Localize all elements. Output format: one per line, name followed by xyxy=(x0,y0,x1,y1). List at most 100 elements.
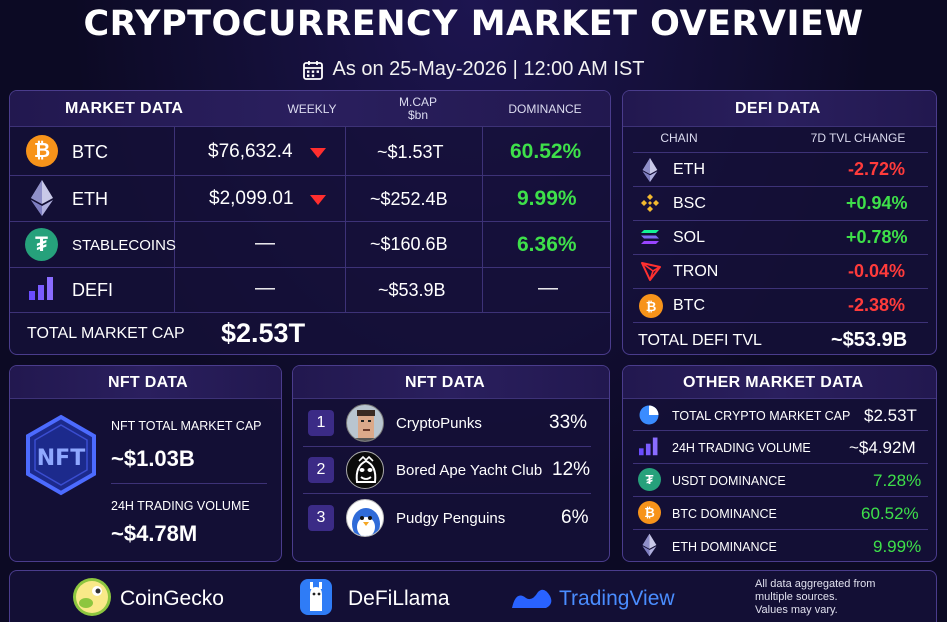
col-divider xyxy=(482,127,483,312)
rank-badge: 3 xyxy=(308,505,334,531)
down-arrow-icon xyxy=(310,148,326,158)
col-dominance: DOMINANCE xyxy=(508,102,582,116)
solana-icon xyxy=(641,230,659,244)
col-weekly: WEEKLY xyxy=(287,102,337,116)
other-market-data-panel: OTHER MARKET DATA TOTAL CRYPTO MARKET CA… xyxy=(622,365,937,562)
defi-chain-name: TRON xyxy=(673,263,719,280)
defi-tvl-change: +0.78% xyxy=(846,227,908,247)
nft-volume-value: ~$4.78M xyxy=(111,521,198,546)
cryptopunk-avatar-icon xyxy=(346,404,384,442)
tether-icon: ₮ xyxy=(638,468,661,491)
other-market-data-header xyxy=(623,366,936,399)
market-data-header xyxy=(10,91,610,127)
ethereum-icon xyxy=(642,158,658,182)
market-row-dominance: 60.52% xyxy=(510,140,582,163)
market-row-mcap: ~$252.4B xyxy=(370,189,448,209)
market-row-name: DEFI xyxy=(72,280,114,300)
nft-collections-panel: NFT DATA 1 CryptoPunks 33% 2 Bored Ape Y… xyxy=(292,365,610,562)
row-divider xyxy=(633,463,928,464)
bored-ape-avatar-icon xyxy=(346,451,384,489)
market-row-price: — xyxy=(255,232,275,254)
bitcoin-icon: ₿ xyxy=(26,135,58,167)
market-row-mcap: ~$1.53T xyxy=(377,142,444,162)
calendar-icon xyxy=(303,60,324,80)
bar-chart-icon xyxy=(639,437,658,456)
page-title: CRYPTOCURRENCY MARKET OVERVIEW xyxy=(83,4,864,44)
other-data-label: USDT DOMINANCE xyxy=(672,474,786,488)
source-name: TradingView xyxy=(559,587,675,610)
nft-collection-share: 6% xyxy=(561,507,589,528)
row-divider xyxy=(111,483,267,484)
tradingview-logo-icon xyxy=(512,589,552,608)
date-line: As on 25-May-2026 | 12:00 AM IST xyxy=(0,58,947,81)
nft-collection-share: 12% xyxy=(552,459,591,480)
total-defi-tvl-value: ~$53.9B xyxy=(831,329,908,351)
nft-logo-icon: NFT xyxy=(26,414,96,496)
ethereum-icon xyxy=(642,533,657,557)
rank-badge: 1 xyxy=(308,410,334,436)
market-data-title: MARKET DATA xyxy=(65,100,184,117)
coingecko-logo-icon xyxy=(73,578,111,616)
col-divider xyxy=(174,127,175,312)
defi-chain-name: BTC xyxy=(673,297,705,314)
row-divider xyxy=(303,446,591,447)
nft-collection-name: Pudgy Penguins xyxy=(396,510,506,527)
nft-volume-label: 24H TRADING VOLUME xyxy=(111,499,250,513)
nft-summary-panel: NFT DATA NFT NFT TOTAL MARKET CAP ~$1.03… xyxy=(9,365,282,562)
defi-chain-name: ETH xyxy=(673,161,705,178)
nft-collection-share: 33% xyxy=(549,412,588,433)
bitcoin-icon: ₿ xyxy=(638,501,661,524)
other-data-value: 9.99% xyxy=(873,537,922,556)
nft-collections-title: NFT DATA xyxy=(405,374,486,391)
other-data-value: 7.28% xyxy=(873,471,922,490)
market-row-name: ETH xyxy=(72,189,108,209)
bnb-icon xyxy=(641,194,659,212)
nft-collection-name: Bored Ape Yacht Club xyxy=(396,462,543,479)
defi-data-title: DEFI DATA xyxy=(735,100,821,117)
market-data-panel: MARKET DATA WEEKLY M.CAP $bn DOMINANCE ₿… xyxy=(9,90,611,355)
pudgy-penguin-avatar-icon xyxy=(346,499,384,537)
market-row-mcap: ~$160.6B xyxy=(370,234,448,254)
defi-chain-name: BSC xyxy=(673,195,706,212)
nft-mcap-label: NFT TOTAL MARKET CAP xyxy=(111,419,262,433)
defi-chain-name: SOL xyxy=(673,229,706,246)
defi-data-header xyxy=(623,91,936,127)
data-disclaimer: All data aggregated from multiple source… xyxy=(755,578,876,616)
total-defi-tvl-label: TOTAL DEFI TVL xyxy=(638,332,762,349)
pie-chart-icon xyxy=(639,405,659,425)
market-row-mcap: ~$53.9B xyxy=(378,280,446,300)
other-data-value: ~$4.92M xyxy=(849,438,916,457)
row-divider xyxy=(633,322,928,323)
nft-collection-name: CryptoPunks xyxy=(396,415,482,432)
row-divider xyxy=(633,288,928,289)
col-mcap: M.CAP $bn xyxy=(398,95,437,122)
row-divider xyxy=(633,152,928,153)
other-market-data-title: OTHER MARKET DATA xyxy=(683,374,864,391)
ethereum-icon xyxy=(31,180,53,216)
svg-text:NFT: NFT xyxy=(37,446,85,471)
nft-summary-title: NFT DATA xyxy=(108,374,189,391)
defi-tvl-change: -2.38% xyxy=(848,295,906,315)
market-row-dominance: 9.99% xyxy=(517,187,577,210)
down-arrow-icon xyxy=(310,195,326,205)
row-divider xyxy=(633,529,928,530)
defi-tvl-change: -2.72% xyxy=(848,159,906,179)
row-divider xyxy=(303,493,591,494)
nft-summary-header xyxy=(10,366,281,399)
nft-collections-header xyxy=(293,366,609,399)
row-divider xyxy=(633,186,928,187)
sources-footer: CoinGecko DeFiLlama TradingView All data… xyxy=(9,570,937,622)
total-market-cap-value: $2.53T xyxy=(221,318,306,348)
bitcoin-icon: ₿ xyxy=(639,294,663,318)
total-market-cap-label: TOTAL MARKET CAP xyxy=(27,325,185,342)
nft-mcap-value: ~$1.03B xyxy=(111,446,195,471)
col-7d-tvl-change: 7D TVL CHANGE xyxy=(810,131,906,145)
market-row-name: STABLECOINS xyxy=(72,237,176,254)
tron-icon xyxy=(641,262,661,281)
market-row-price: — xyxy=(255,277,275,299)
row-divider xyxy=(633,430,928,431)
source-name: CoinGecko xyxy=(120,587,224,610)
col-chain: CHAIN xyxy=(660,131,698,145)
row-divider xyxy=(10,312,610,313)
market-row-dominance: 6.36% xyxy=(517,233,577,256)
